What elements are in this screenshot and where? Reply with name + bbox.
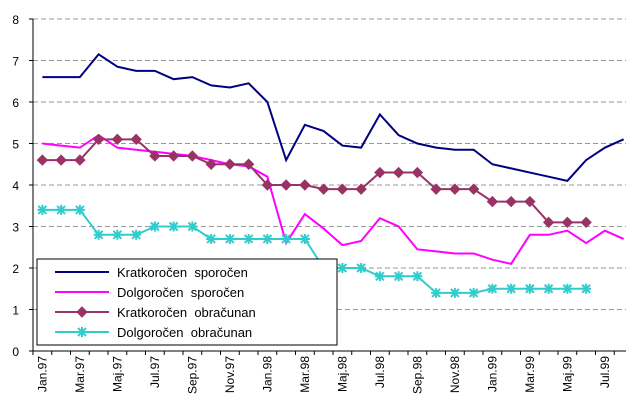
point-marker [262,233,273,244]
point-marker [336,183,349,195]
series-line [42,52,625,182]
legend-label: Kratkoročen obračunan [117,305,256,320]
x-tick-label: Maj.98 [335,356,349,392]
series-line [42,133,625,265]
point-marker [167,150,180,162]
point-marker [56,204,67,215]
x-tick-label: Jul.99 [598,356,612,388]
x-tick-label: Jan.97 [35,356,49,392]
legend: Kratkoročen sporočen Dolgoročen sporočen K… [36,258,338,346]
point-marker [449,287,460,298]
point-marker [93,229,104,240]
point-marker [280,179,292,191]
point-marker [261,179,274,191]
point-marker [468,287,479,298]
point-marker [581,283,592,294]
legend-label: Dolgoročen obračunan [117,325,252,340]
point-marker [561,216,574,229]
point-marker [111,133,124,146]
legend-box [36,258,338,346]
point-marker [486,195,499,208]
point-marker [281,233,292,244]
point-marker [487,283,498,294]
legend-label: Dolgoročen sporočen [117,285,244,300]
x-tick-label: Nov.98 [448,356,462,393]
point-marker [411,166,424,179]
x-tick-label: Jul.98 [373,356,387,388]
point-marker [430,183,442,195]
point-marker [562,283,573,294]
x-tick-label: Jan.98 [260,356,274,392]
x-tick-label: Maj.99 [560,356,574,392]
point-marker [37,204,48,215]
point-marker [355,183,367,195]
point-marker [76,306,88,318]
point-marker [505,195,517,208]
point-marker [224,158,236,170]
point-marker [317,183,330,195]
point-marker [356,263,367,273]
series-line [42,138,587,224]
x-tick-label: Mar.97 [73,356,87,393]
point-marker [186,150,199,162]
point-marker [149,221,160,232]
point-marker [524,195,536,208]
x-tick-label: Jul.97 [148,356,162,388]
point-marker [206,233,217,244]
point-marker [299,179,311,191]
x-tick-label: Jan.99 [485,356,499,392]
point-marker [467,183,480,195]
point-marker [580,216,592,229]
y-tick-label: 1 [12,304,19,318]
point-marker [77,327,87,337]
point-marker [543,283,554,294]
point-marker [131,229,142,240]
point-marker [74,204,85,215]
y-tick-label: 7 [12,55,19,69]
y-tick-label: 5 [12,138,19,152]
point-marker [506,283,517,294]
point-marker [392,166,405,179]
point-marker [337,263,348,273]
y-tick-label: 2 [12,262,19,276]
point-marker [242,158,255,170]
x-tick-label: Sep.98 [410,356,424,394]
y-tick-label: 4 [12,179,19,193]
point-marker [149,150,161,162]
point-marker [299,233,310,244]
y-tick-label: 3 [12,221,19,235]
point-marker [74,154,86,166]
point-marker [36,154,49,166]
point-marker [168,221,179,232]
point-marker [374,166,386,179]
point-marker [374,271,385,282]
point-marker [112,229,123,240]
point-marker [542,216,555,229]
point-marker [524,283,535,294]
point-marker [55,154,67,166]
point-marker [224,233,235,244]
point-marker [243,233,254,244]
point-marker [205,158,217,170]
point-marker [187,221,198,232]
legend-label: Kratkoročen sporočen [117,265,248,280]
point-marker [449,183,461,195]
point-marker [130,133,142,146]
x-tick-label: Sep.97 [185,356,199,394]
x-tick-label: Mar.99 [523,356,537,393]
point-marker [393,271,404,282]
point-marker [92,133,105,146]
x-tick-label: Maj.97 [110,356,124,392]
y-tick-label: 6 [12,96,19,110]
point-marker [412,271,423,282]
point-marker [431,287,442,298]
x-tick-label: Nov.97 [223,356,237,393]
x-tick-label: Mar.98 [298,356,312,393]
y-tick-label: 0 [12,345,19,359]
y-tick-label: 8 [12,13,19,27]
